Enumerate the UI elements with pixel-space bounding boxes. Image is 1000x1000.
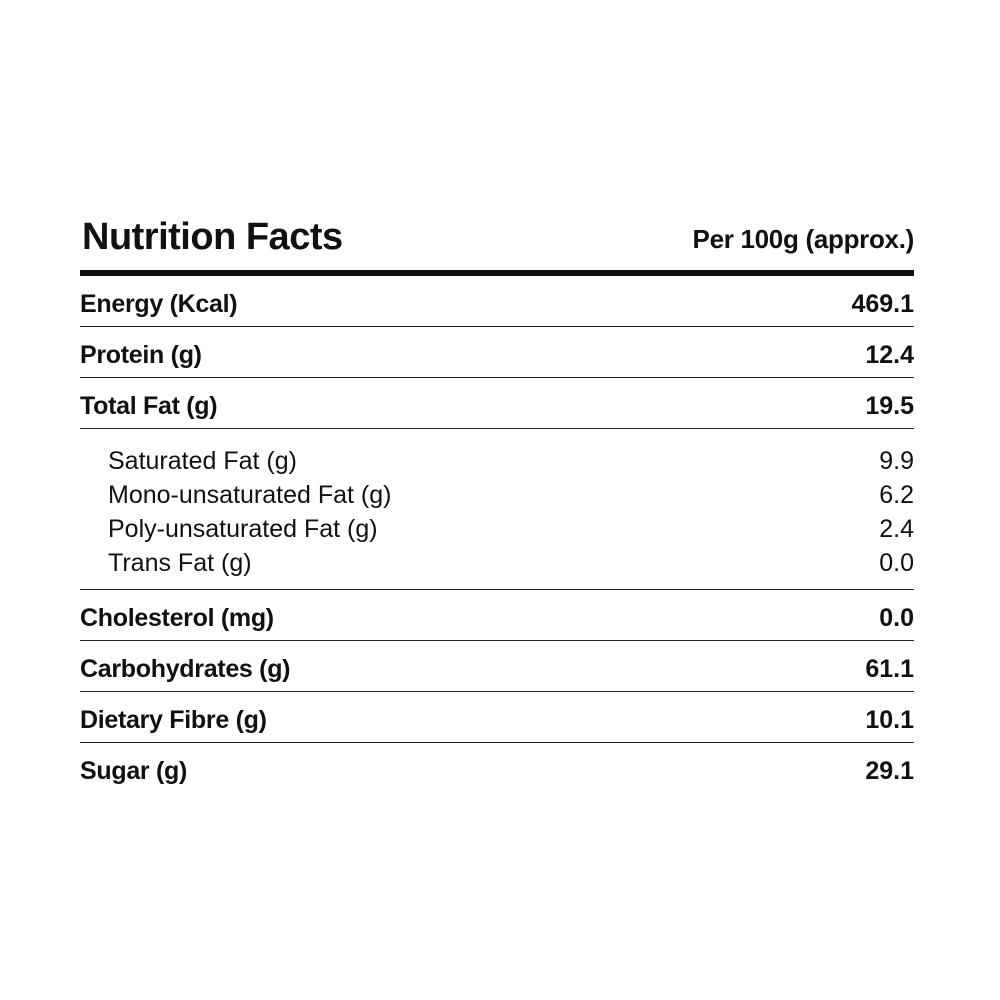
nutrition-facts-panel: Nutrition Facts Per 100g (approx.) Energ… (80, 210, 914, 793)
sub-nutrient-label: Trans Fat (g) (108, 549, 252, 577)
sub-nutrient-value: 9.9 (879, 447, 914, 475)
sub-nutrient-label: Poly-unsaturated Fat (g) (108, 515, 378, 543)
sub-nutrient-value: 2.4 (879, 515, 914, 543)
nutrient-row-carbohydrates: Carbohydrates (g) 61.1 (80, 641, 914, 692)
sub-nutrient-value: 0.0 (879, 549, 914, 577)
nutrient-label: Total Fat (g) (80, 392, 218, 420)
fat-breakdown: Saturated Fat (g) 9.9 Mono-unsaturated F… (80, 429, 914, 590)
nutrient-value: 29.1 (865, 757, 914, 785)
nutrient-label: Sugar (g) (80, 757, 188, 785)
nutrient-value: 12.4 (865, 341, 914, 369)
nutrient-row-sugar: Sugar (g) 29.1 (80, 743, 914, 793)
nutrient-value: 10.1 (865, 706, 914, 734)
nutrient-label: Carbohydrates (g) (80, 655, 291, 683)
sub-row-saturated-fat: Saturated Fat (g) 9.9 (108, 447, 914, 481)
sub-row-mono-unsaturated-fat: Mono-unsaturated Fat (g) 6.2 (108, 481, 914, 515)
sub-row-poly-unsaturated-fat: Poly-unsaturated Fat (g) 2.4 (108, 515, 914, 549)
nutrient-value: 61.1 (865, 655, 914, 683)
sub-nutrient-label: Mono-unsaturated Fat (g) (108, 481, 392, 509)
nutrition-header: Nutrition Facts Per 100g (approx.) (80, 210, 914, 270)
header-divider (80, 270, 914, 276)
nutrient-value: 0.0 (879, 604, 914, 632)
nutrition-title: Nutrition Facts (82, 216, 343, 258)
nutrient-row-total-fat: Total Fat (g) 19.5 (80, 378, 914, 429)
nutrient-row-energy: Energy (Kcal) 469.1 (80, 276, 914, 327)
sub-nutrient-label: Saturated Fat (g) (108, 447, 297, 475)
nutrient-row-dietary-fibre: Dietary Fibre (g) 10.1 (80, 692, 914, 743)
serving-basis: Per 100g (approx.) (692, 224, 915, 254)
nutrient-label: Energy (Kcal) (80, 290, 238, 318)
sub-row-trans-fat: Trans Fat (g) 0.0 (108, 549, 914, 583)
nutrient-label: Protein (g) (80, 341, 202, 369)
sub-nutrient-value: 6.2 (879, 481, 914, 509)
nutrient-label: Cholesterol (mg) (80, 604, 274, 632)
nutrient-row-protein: Protein (g) 12.4 (80, 327, 914, 378)
nutrient-label: Dietary Fibre (g) (80, 706, 267, 734)
nutrient-value: 19.5 (865, 392, 914, 420)
nutrient-value: 469.1 (851, 290, 914, 318)
nutrient-row-cholesterol: Cholesterol (mg) 0.0 (80, 590, 914, 641)
